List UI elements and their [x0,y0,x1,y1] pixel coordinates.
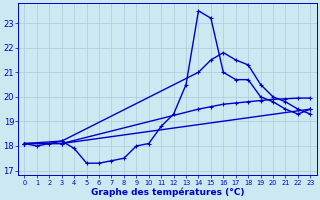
X-axis label: Graphe des températures (°C): Graphe des températures (°C) [91,187,244,197]
